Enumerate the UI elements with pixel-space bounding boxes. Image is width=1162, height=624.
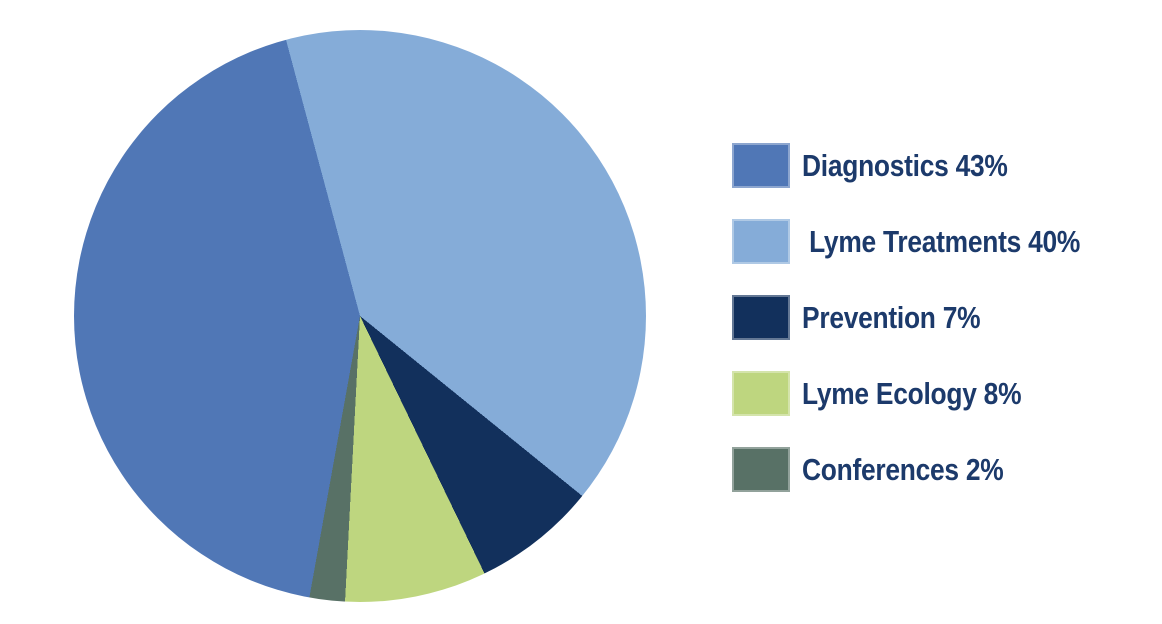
legend-swatch-conferences (732, 447, 790, 492)
legend: Diagnostics 43% Lyme Treatments 40% Prev… (732, 143, 1129, 523)
legend-item-conferences: Conferences 2% (732, 447, 1129, 492)
legend-label-diagnostics: Diagnostics 43% (802, 147, 1008, 183)
legend-label-conferences: Conferences 2% (802, 451, 1004, 487)
legend-item-prevention: Prevention 7% (732, 295, 1129, 340)
legend-item-lyme-treatments: Lyme Treatments 40% (732, 219, 1129, 264)
legend-swatch-prevention (732, 295, 790, 340)
legend-swatch-lyme-ecology (732, 371, 790, 416)
legend-label-prevention: Prevention 7% (802, 299, 981, 335)
legend-label-lyme-treatments: Lyme Treatments 40% (802, 223, 1081, 259)
legend-swatch-diagnostics (732, 143, 790, 188)
legend-label-lyme-ecology: Lyme Ecology 8% (802, 375, 1022, 411)
legend-swatch-lyme-treatments (732, 219, 790, 264)
legend-item-diagnostics: Diagnostics 43% (732, 143, 1129, 188)
pie (74, 30, 646, 602)
legend-item-lyme-ecology: Lyme Ecology 8% (732, 371, 1129, 416)
